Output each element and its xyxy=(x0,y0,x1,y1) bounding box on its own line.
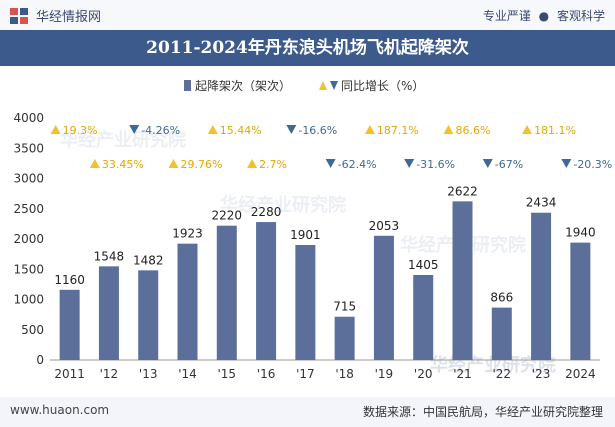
growth-up-marker xyxy=(443,125,454,134)
growth-up-marker xyxy=(89,159,100,168)
growth-label: 19.3% xyxy=(63,124,98,137)
brand-logo-icon xyxy=(10,7,28,24)
bar-value-label: 1901 xyxy=(290,228,321,242)
bar-value-label: 2053 xyxy=(369,219,400,233)
growth-label: 181.1% xyxy=(534,124,576,137)
growth-label: 33.45% xyxy=(102,158,144,171)
y-tick-label: 1500 xyxy=(13,262,44,276)
bar xyxy=(295,244,316,360)
growth-label: 86.6% xyxy=(456,124,491,137)
growth-label: -67% xyxy=(495,158,523,171)
x-tick-label: 2024 xyxy=(565,367,596,381)
slogan-dot: ● xyxy=(538,9,550,23)
x-tick-label: '17 xyxy=(296,367,315,381)
legend-growth-label: 同比增长（%） xyxy=(341,79,424,93)
chart-title: 2011-2024年丹东浪头机场飞机起降架次 xyxy=(0,30,615,66)
brand: 华经情报网 xyxy=(10,6,101,25)
growth-down-marker xyxy=(561,159,572,168)
y-tick-label: 3000 xyxy=(13,172,44,186)
x-tick-label: 2011 xyxy=(54,367,85,381)
growth-label: -4.26% xyxy=(141,124,180,137)
y-tick-label: 4000 xyxy=(13,111,44,125)
bar-value-label: 1923 xyxy=(172,227,203,241)
growth-up-marker xyxy=(364,125,375,134)
bar xyxy=(59,289,80,360)
x-tick-label: '13 xyxy=(139,367,158,381)
x-tick-label: '12 xyxy=(100,367,119,381)
bar xyxy=(177,243,198,360)
bar-value-label: 715 xyxy=(333,300,356,314)
growth-down-marker xyxy=(482,159,493,168)
bar xyxy=(334,316,355,360)
bar xyxy=(216,225,237,360)
bar-chart: 华经产业研究院华经产业研究院华经产业研究院华经产业研究院 起降架次（架次）同比增… xyxy=(13,79,612,381)
legend-up-triangle-icon xyxy=(319,81,327,90)
bar xyxy=(452,201,473,360)
bar-value-label: 2220 xyxy=(212,209,243,223)
bar xyxy=(413,274,434,360)
growth-label: -16.6% xyxy=(298,124,337,137)
x-tick-label: '14 xyxy=(178,367,197,381)
growth-up-marker xyxy=(50,125,61,134)
growth-up-marker xyxy=(207,125,218,134)
growth-label: -62.4% xyxy=(338,158,377,171)
y-tick-label: 2000 xyxy=(13,232,44,246)
y-tick-label: 1000 xyxy=(13,293,44,307)
watermark-text: 华经产业研究院 xyxy=(60,129,186,151)
bar-value-label: 1940 xyxy=(565,226,596,240)
x-tick-label: '18 xyxy=(335,367,354,381)
brand-name: 华经情报网 xyxy=(36,10,102,25)
slogan-left: 专业严谨 xyxy=(482,9,531,23)
bar-value-label: 2280 xyxy=(251,205,282,219)
x-tick-label: '21 xyxy=(453,367,472,381)
bar xyxy=(138,270,159,360)
slogan: 专业严谨 ● 客观科学 xyxy=(483,7,605,24)
top-bar: 华经情报网 专业严谨 ● 客观科学 xyxy=(0,0,615,30)
bar-value-label: 2622 xyxy=(447,184,478,198)
growth-up-marker xyxy=(168,159,179,168)
growth-up-marker xyxy=(247,159,258,168)
slogan-right: 客观科学 xyxy=(556,9,605,23)
bar-value-label: 2434 xyxy=(526,196,557,210)
growth-down-marker xyxy=(325,159,336,168)
legend-bar-label: 起降架次（架次） xyxy=(195,79,291,93)
growth-label: -31.6% xyxy=(416,158,455,171)
growth-up-marker xyxy=(522,125,533,134)
y-tick-label: 500 xyxy=(21,323,44,337)
growth-label: 2.7% xyxy=(259,158,287,171)
footer: www.huaon.com 数据来源：中国民航局，华经产业研究院整理 xyxy=(0,397,615,427)
watermark-text: 华经产业研究院 xyxy=(220,194,346,216)
legend-down-triangle-icon xyxy=(330,81,338,90)
x-tick-label: '16 xyxy=(257,367,276,381)
bar xyxy=(98,266,119,360)
x-tick-label: '19 xyxy=(375,367,394,381)
y-tick-label: 3500 xyxy=(13,141,44,155)
growth-label: 29.76% xyxy=(181,158,223,171)
bar-value-label: 1548 xyxy=(94,249,125,263)
bar xyxy=(373,235,394,360)
growth-label: 187.1% xyxy=(377,124,419,137)
growth-down-marker xyxy=(286,125,297,134)
bar xyxy=(570,242,591,360)
x-tick-label: '22 xyxy=(492,367,511,381)
bar-value-label: 1405 xyxy=(408,258,439,272)
y-tick-label: 2500 xyxy=(13,202,44,216)
footer-url: www.huaon.com xyxy=(10,403,110,417)
bar xyxy=(256,222,277,360)
footer-source: 数据来源：中国民航局，华经产业研究院整理 xyxy=(362,405,603,419)
bar xyxy=(491,307,512,360)
x-tick-label: '23 xyxy=(532,367,551,381)
legend-bar-swatch xyxy=(184,80,191,91)
bar-value-label: 1160 xyxy=(54,273,85,287)
x-tick-label: '15 xyxy=(217,367,236,381)
bar-value-label: 1482 xyxy=(133,253,164,267)
y-tick-label: 0 xyxy=(36,353,44,367)
x-tick-label: '20 xyxy=(414,367,433,381)
bar xyxy=(531,212,552,360)
growth-label: 15.44% xyxy=(220,124,262,137)
bar-value-label: 866 xyxy=(490,291,513,305)
growth-down-marker xyxy=(404,159,415,168)
growth-label: -20.3% xyxy=(573,158,612,171)
growth-down-marker xyxy=(129,125,140,134)
